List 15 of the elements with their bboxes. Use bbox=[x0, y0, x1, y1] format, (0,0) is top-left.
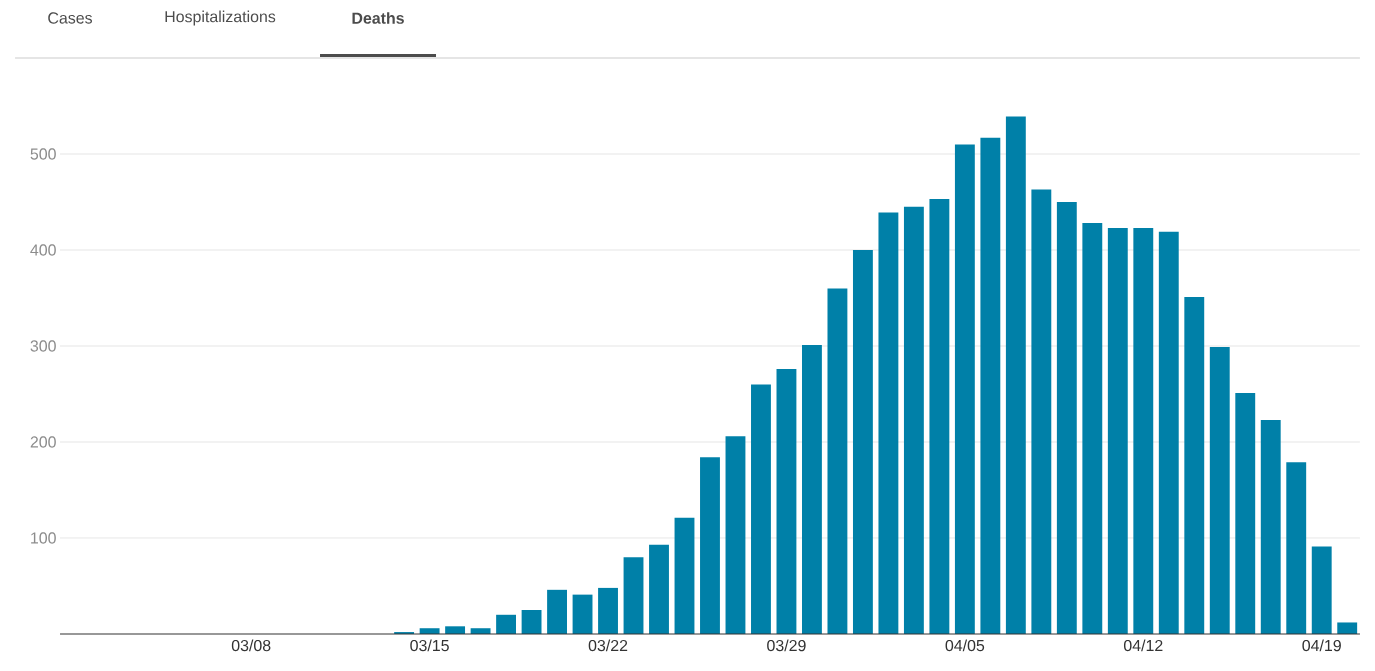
x-tick-label: 03/08 bbox=[231, 639, 271, 652]
x-tick-label: 03/15 bbox=[410, 639, 449, 652]
y-tick-label: 100 bbox=[31, 532, 56, 544]
x-tick-label: 04/12 bbox=[1123, 639, 1163, 652]
y-tick-label: 500 bbox=[30, 148, 56, 160]
x-tick-label: 04/05 bbox=[945, 639, 985, 652]
x-tick-label: 03/29 bbox=[767, 639, 806, 652]
text: Cases bbox=[48, 12, 93, 24]
y-tick-label: 200 bbox=[30, 436, 56, 448]
y-tick-label: 400 bbox=[30, 244, 56, 256]
text: Hospitalizations bbox=[165, 10, 276, 26]
y-tick-label: 300 bbox=[30, 340, 56, 352]
text: Deaths bbox=[352, 12, 404, 24]
x-tick-label: 03/22 bbox=[588, 639, 628, 652]
x-tick-label: 04/19 bbox=[1302, 639, 1341, 652]
